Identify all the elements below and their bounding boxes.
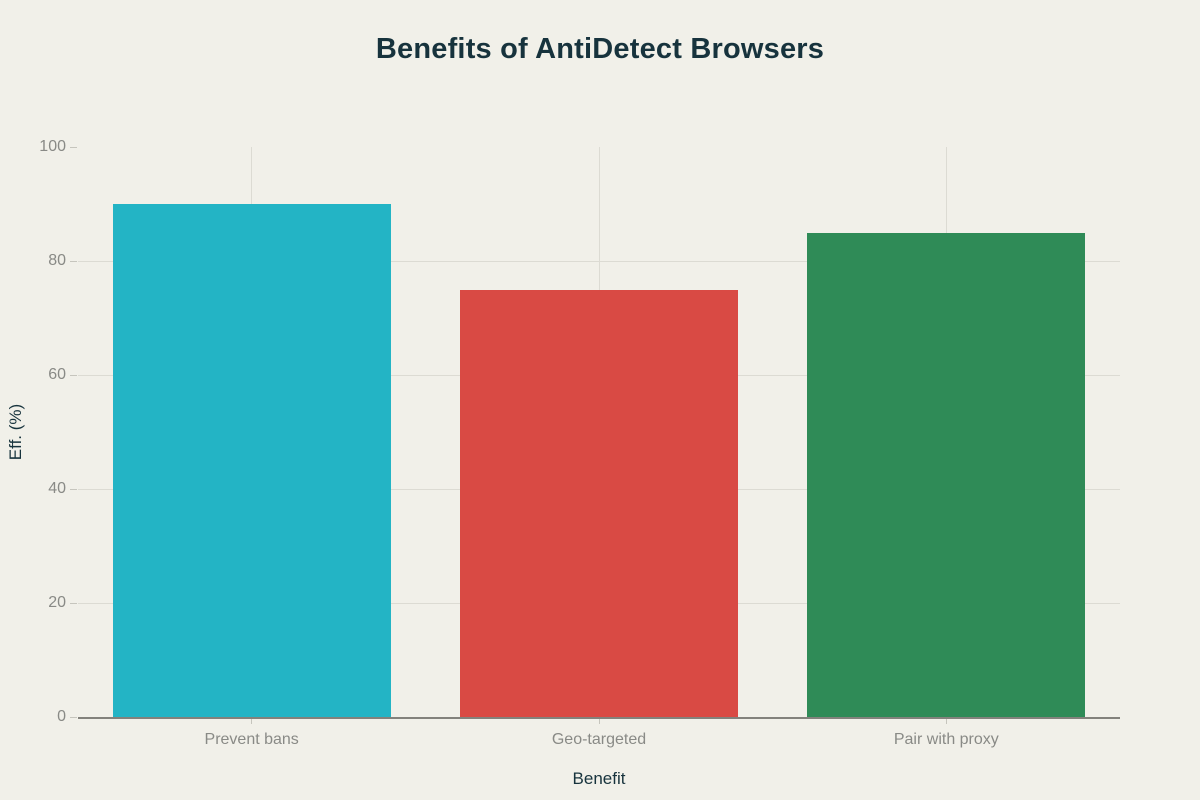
y-tick-label: 60 [48, 366, 66, 383]
y-tick-label: 80 [48, 252, 66, 269]
bar-pair-with-proxy [807, 232, 1086, 717]
x-tick-label: Geo-targeted [551, 731, 647, 748]
y-axis-tick [70, 261, 77, 262]
y-axis-tick [70, 489, 77, 490]
y-axis-tick [70, 147, 77, 148]
y-tick-label: 0 [57, 708, 66, 725]
chart-title: Benefits of AntiDetect Browsers [375, 33, 825, 65]
bar-geo-targeted [460, 289, 738, 717]
bar-prevent-bans [112, 204, 391, 717]
x-axis-tick [251, 719, 253, 724]
y-tick-label: 40 [48, 480, 66, 497]
x-axis-tick [945, 719, 947, 724]
y-axis-tick [70, 603, 77, 604]
y-axis-tick [70, 717, 77, 718]
x-tick-label: Prevent bans [204, 731, 299, 748]
x-axis-line [78, 717, 1120, 719]
y-tick-label: 20 [48, 594, 66, 611]
x-axis-title: Benefit [572, 769, 626, 788]
x-axis-tick [598, 719, 600, 724]
plot-area: 0 20 40 60 80 100 Prevent bans Geo-targeted Pair… [39, 138, 1120, 748]
y-tick-label: 100 [39, 138, 66, 155]
y-axis-tick [70, 375, 77, 376]
y-axis-title: Eff. (%) [6, 403, 25, 461]
x-tick-label: Pair with proxy [893, 731, 999, 748]
